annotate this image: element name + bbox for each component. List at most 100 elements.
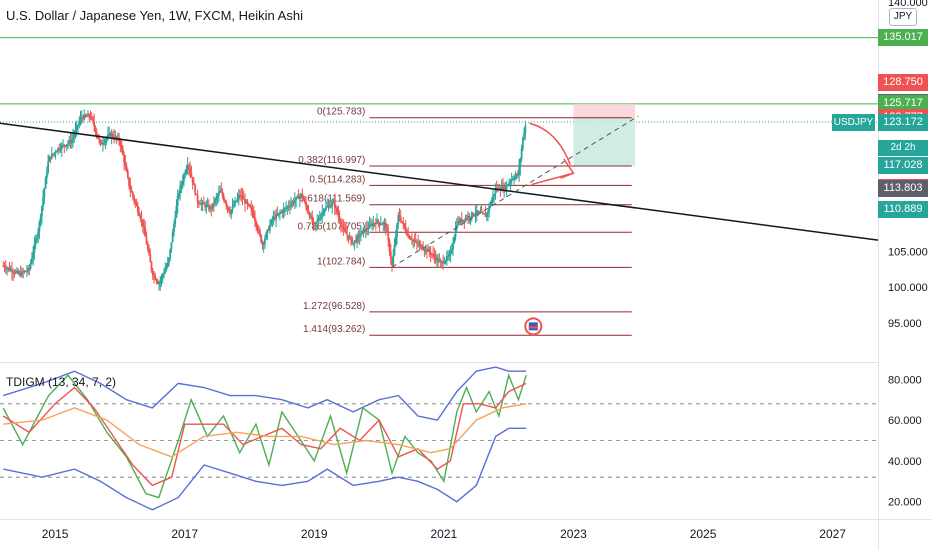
candle-body xyxy=(448,254,451,257)
candle-body xyxy=(235,201,238,203)
candle-body xyxy=(502,186,504,190)
candle-body xyxy=(31,258,33,263)
indicator-series-upper-band xyxy=(2,366,527,421)
candle-body xyxy=(165,266,168,270)
candle-body xyxy=(318,218,321,220)
candle-body xyxy=(85,116,88,118)
candle-body xyxy=(519,158,522,168)
candle-body xyxy=(136,205,139,213)
candle-body xyxy=(383,222,386,224)
candle-body xyxy=(393,244,396,256)
candle-body xyxy=(345,230,347,234)
candle-body xyxy=(32,252,35,259)
candle-body xyxy=(437,258,440,263)
candle-body xyxy=(95,131,98,135)
candle-body xyxy=(366,228,369,230)
currency-button[interactable]: JPY xyxy=(889,8,917,26)
candle-body xyxy=(487,211,489,214)
candle-body xyxy=(464,217,467,221)
candle-body xyxy=(192,183,195,186)
candle-body xyxy=(442,261,445,264)
candle-body xyxy=(34,239,37,245)
candle-body xyxy=(184,173,187,176)
axes-layer: 140.000 105.000 100.000 95.000 80.000 60.000 4… xyxy=(42,0,928,541)
candle-body xyxy=(283,208,286,210)
candle-body xyxy=(211,203,214,209)
candle-body xyxy=(342,226,345,229)
candle-body xyxy=(363,229,366,232)
candle-body xyxy=(135,202,138,206)
candle-body xyxy=(231,206,234,211)
candle-body xyxy=(507,184,509,186)
indicator-label[interactable]: TDIGM (13, 34, 7, 2) xyxy=(6,375,117,389)
candle-body xyxy=(508,182,511,185)
candle-body xyxy=(52,153,54,155)
candle-body xyxy=(24,271,27,273)
candle-body xyxy=(418,244,421,246)
candle-body xyxy=(204,204,207,208)
candle-body xyxy=(237,195,240,199)
candle-body xyxy=(219,190,221,193)
time-axis-tick: 2021 xyxy=(431,527,458,541)
candle-body xyxy=(347,235,350,239)
ascending-dashed-trend-line xyxy=(391,115,639,268)
candle-body xyxy=(280,211,283,213)
price-axis-tag: 110.889 xyxy=(878,201,928,219)
candle-body xyxy=(82,117,84,120)
position-stop-zone xyxy=(573,103,636,118)
candle-body xyxy=(42,197,45,207)
candle-body xyxy=(520,148,523,159)
candle-body xyxy=(387,231,390,241)
candle-body xyxy=(323,209,326,212)
candle-body xyxy=(194,185,197,194)
candle-body xyxy=(190,172,193,177)
candle-body xyxy=(102,143,104,145)
candle-body xyxy=(155,279,158,282)
candle-body xyxy=(470,212,473,218)
candle-body xyxy=(281,211,284,213)
candle-body xyxy=(378,222,381,225)
candle-body xyxy=(202,202,205,205)
candle-body xyxy=(11,269,13,273)
candle-body xyxy=(523,133,526,138)
candle-body xyxy=(6,268,8,270)
candle-body xyxy=(516,174,519,176)
candle-body xyxy=(399,217,402,221)
candle-body xyxy=(79,117,82,122)
candle-body xyxy=(270,220,273,225)
candle-body xyxy=(457,221,459,226)
candle-body xyxy=(518,167,521,176)
candle-body xyxy=(94,126,97,132)
candle-body xyxy=(278,212,281,214)
candle-body xyxy=(126,171,129,178)
candle-body xyxy=(38,222,41,232)
indicator-axis-tick: 60.000 xyxy=(888,415,922,427)
candle-body xyxy=(39,216,42,223)
candle-body xyxy=(185,169,188,174)
price-axis-tag: 113.803 xyxy=(878,180,928,198)
candle-body xyxy=(469,217,472,219)
candle-body xyxy=(217,192,220,196)
candle-body xyxy=(338,216,341,222)
candle-body xyxy=(277,213,280,215)
candle-body xyxy=(408,235,411,239)
price-axis-tag: 125.717 xyxy=(878,95,928,113)
candle-body xyxy=(485,213,488,217)
time-axis-tick: 2027 xyxy=(819,527,846,541)
candle-body xyxy=(521,137,524,149)
candle-body xyxy=(327,205,330,207)
candle-body xyxy=(316,220,319,223)
candle-body xyxy=(37,231,40,238)
candle-body xyxy=(350,237,352,239)
candle-body xyxy=(134,200,137,203)
indicator-series-lower-band xyxy=(3,427,527,511)
candle-body xyxy=(173,224,175,232)
candle-body xyxy=(189,167,192,173)
candle-body xyxy=(306,206,309,211)
candle-body xyxy=(154,275,157,280)
candle-body xyxy=(111,134,114,137)
candle-body xyxy=(292,201,295,203)
projection-arrow-head xyxy=(560,158,575,179)
price-axis-tick: 95.000 xyxy=(888,318,922,330)
